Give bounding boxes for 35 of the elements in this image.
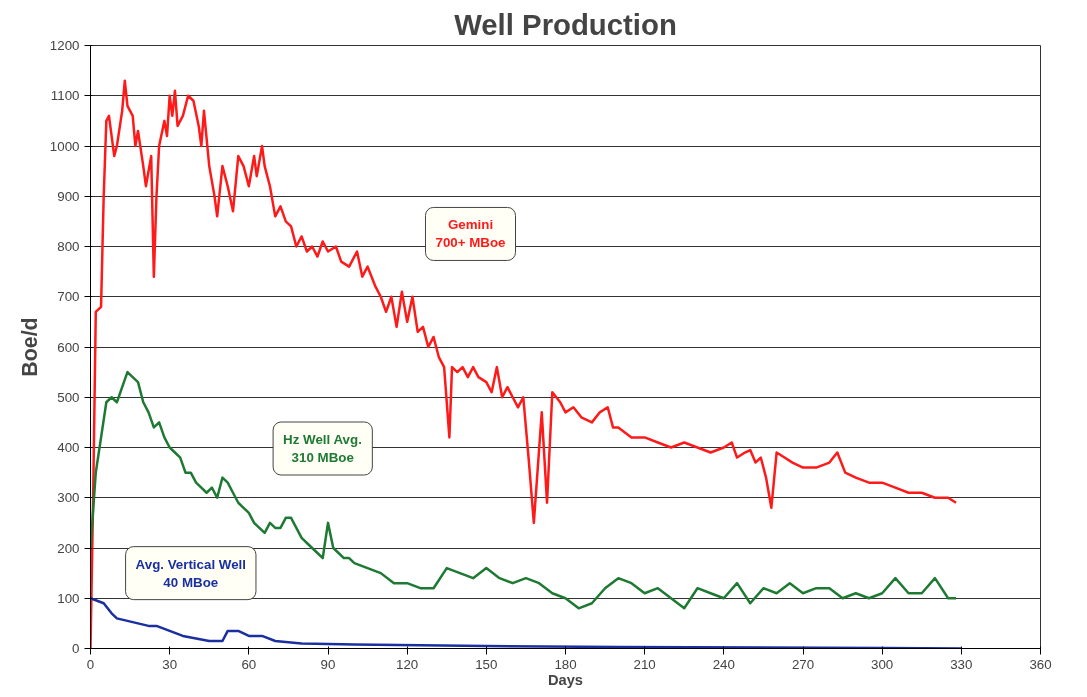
y-tick-label: 600	[57, 339, 80, 355]
x-tick-label: 60	[241, 656, 257, 672]
x-tick-label: 150	[475, 656, 498, 672]
y-tick-label: 1200	[49, 38, 80, 53]
y-axis-title: Boe/d	[17, 317, 42, 377]
x-tick-label: 180	[554, 656, 577, 672]
text: Avg. Vertical Well 40 MBoe	[135, 556, 246, 590]
x-tick-label: 120	[396, 656, 419, 672]
x-tick-label: 90	[320, 656, 336, 672]
y-tick-label: 300	[57, 490, 80, 506]
y-tick-label: 1000	[49, 138, 80, 154]
x-tick-label: 330	[950, 656, 973, 672]
text: Gemini 700+ MBoe	[435, 217, 506, 251]
chart-title: Well Production	[454, 7, 677, 41]
y-tick-label: 1100	[50, 88, 80, 104]
x-axis-title: Days	[547, 671, 584, 688]
text: Hz Well Avg. 310 MBoe	[283, 432, 362, 466]
x-tick-label: 0	[86, 656, 95, 672]
x-tick-label: 300	[871, 656, 894, 672]
line-series	[90, 597, 963, 649]
x-tick-label: 270	[791, 656, 815, 672]
y-tick-label: 400	[57, 440, 80, 455]
line-series	[90, 370, 958, 610]
x-tick-label: 30	[162, 656, 178, 672]
y-tick-label: 500	[57, 389, 80, 405]
line-series	[90, 79, 958, 649]
y-tick-label: 0	[72, 641, 80, 656]
x-tick-label: 360	[1029, 656, 1052, 672]
y-tick-label: 900	[57, 188, 80, 204]
x-tick-label: 240	[712, 656, 735, 672]
y-tick-label: 200	[57, 540, 80, 556]
y-tick-label: 800	[57, 239, 80, 254]
y-tick-label: 100	[57, 590, 80, 606]
x-tick-label: 210	[633, 656, 656, 672]
y-tick-label: 700	[57, 289, 80, 305]
